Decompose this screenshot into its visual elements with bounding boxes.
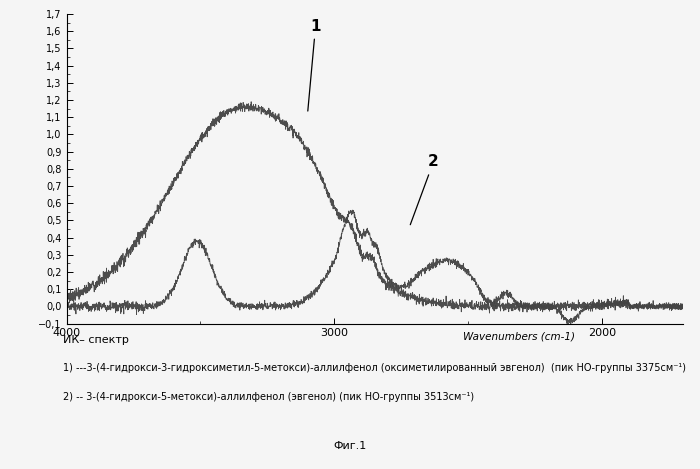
Text: 1: 1 bbox=[308, 19, 321, 111]
Text: Wavenumbers (cm-1): Wavenumbers (cm-1) bbox=[463, 331, 575, 341]
Text: ИК– спектр: ИК– спектр bbox=[63, 335, 129, 345]
Text: Фиг.1: Фиг.1 bbox=[333, 441, 367, 451]
Text: 2) -- 3-(4-гидрокси-5-метокси)-аллилфенол (эвгенол) (пик НО-группы 3513см⁻¹): 2) -- 3-(4-гидрокси-5-метокси)-аллилфено… bbox=[63, 392, 474, 401]
Text: 2: 2 bbox=[410, 154, 439, 225]
Text: 1) ---3-(4-гидрокси-3-гидроксиметил-5-метокси)-аллилфенол (оксиметилированный эв: 1) ---3-(4-гидрокси-3-гидроксиметил-5-ме… bbox=[63, 363, 686, 373]
